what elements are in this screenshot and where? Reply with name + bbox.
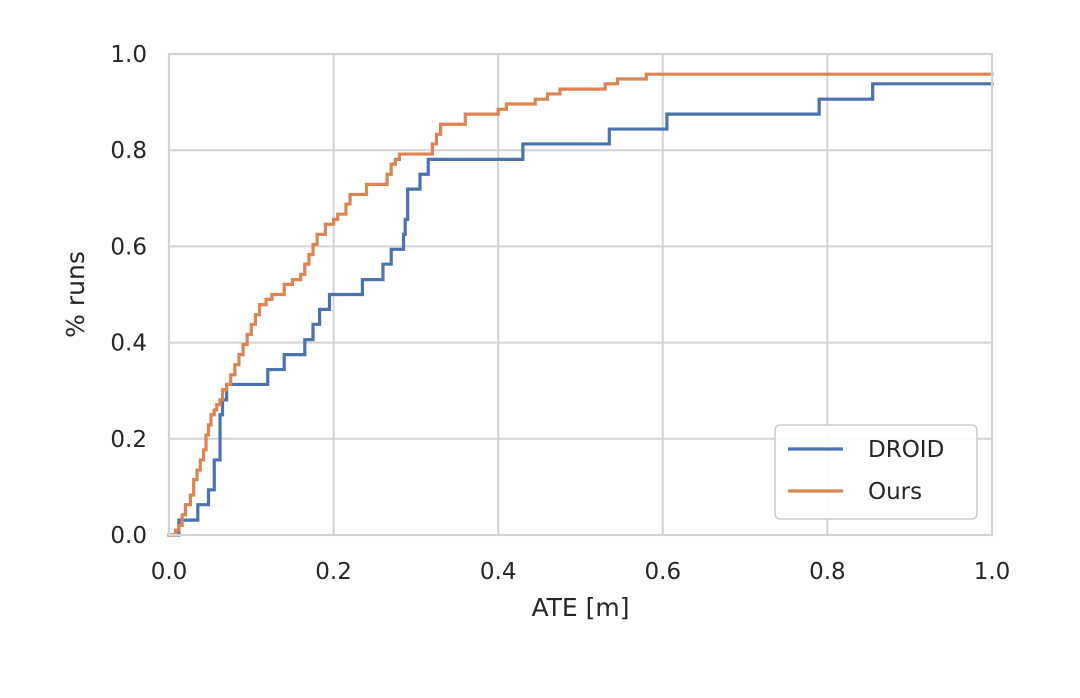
y-axis-label: % runs — [61, 251, 90, 338]
y-tick-label: 1.0 — [110, 42, 147, 68]
legend-label-droid: DROID — [868, 437, 944, 463]
x-axis-label: ATE [m] — [531, 593, 629, 622]
y-tick-label: 0.2 — [110, 427, 147, 453]
y-tick-label: 0.6 — [110, 234, 147, 260]
x-tick-label: 0.4 — [480, 559, 517, 585]
y-tick-label: 0.4 — [110, 331, 147, 357]
y-tick-label: 0.8 — [110, 138, 147, 164]
x-tick-label: 0.0 — [151, 559, 188, 585]
plot-frame — [167, 52, 994, 537]
series-group — [167, 72, 994, 537]
x-tick-label: 0.8 — [809, 559, 846, 585]
legend-label-ours: Ours — [868, 479, 922, 505]
x-tick-label: 1.0 — [974, 559, 1011, 585]
y-tick-label: 0.0 — [110, 523, 147, 549]
x-tick-label: 0.6 — [645, 559, 682, 585]
series-line-droid — [167, 82, 994, 537]
legend: DROID Ours — [774, 424, 978, 520]
series-line-ours — [167, 72, 994, 537]
x-tick-label: 0.2 — [315, 559, 352, 585]
tick-labels: 0.0 0.2 0.4 0.6 0.8 1.0 0.0 0.2 0.4 0.6 0.8 1.0 — [110, 42, 1010, 585]
